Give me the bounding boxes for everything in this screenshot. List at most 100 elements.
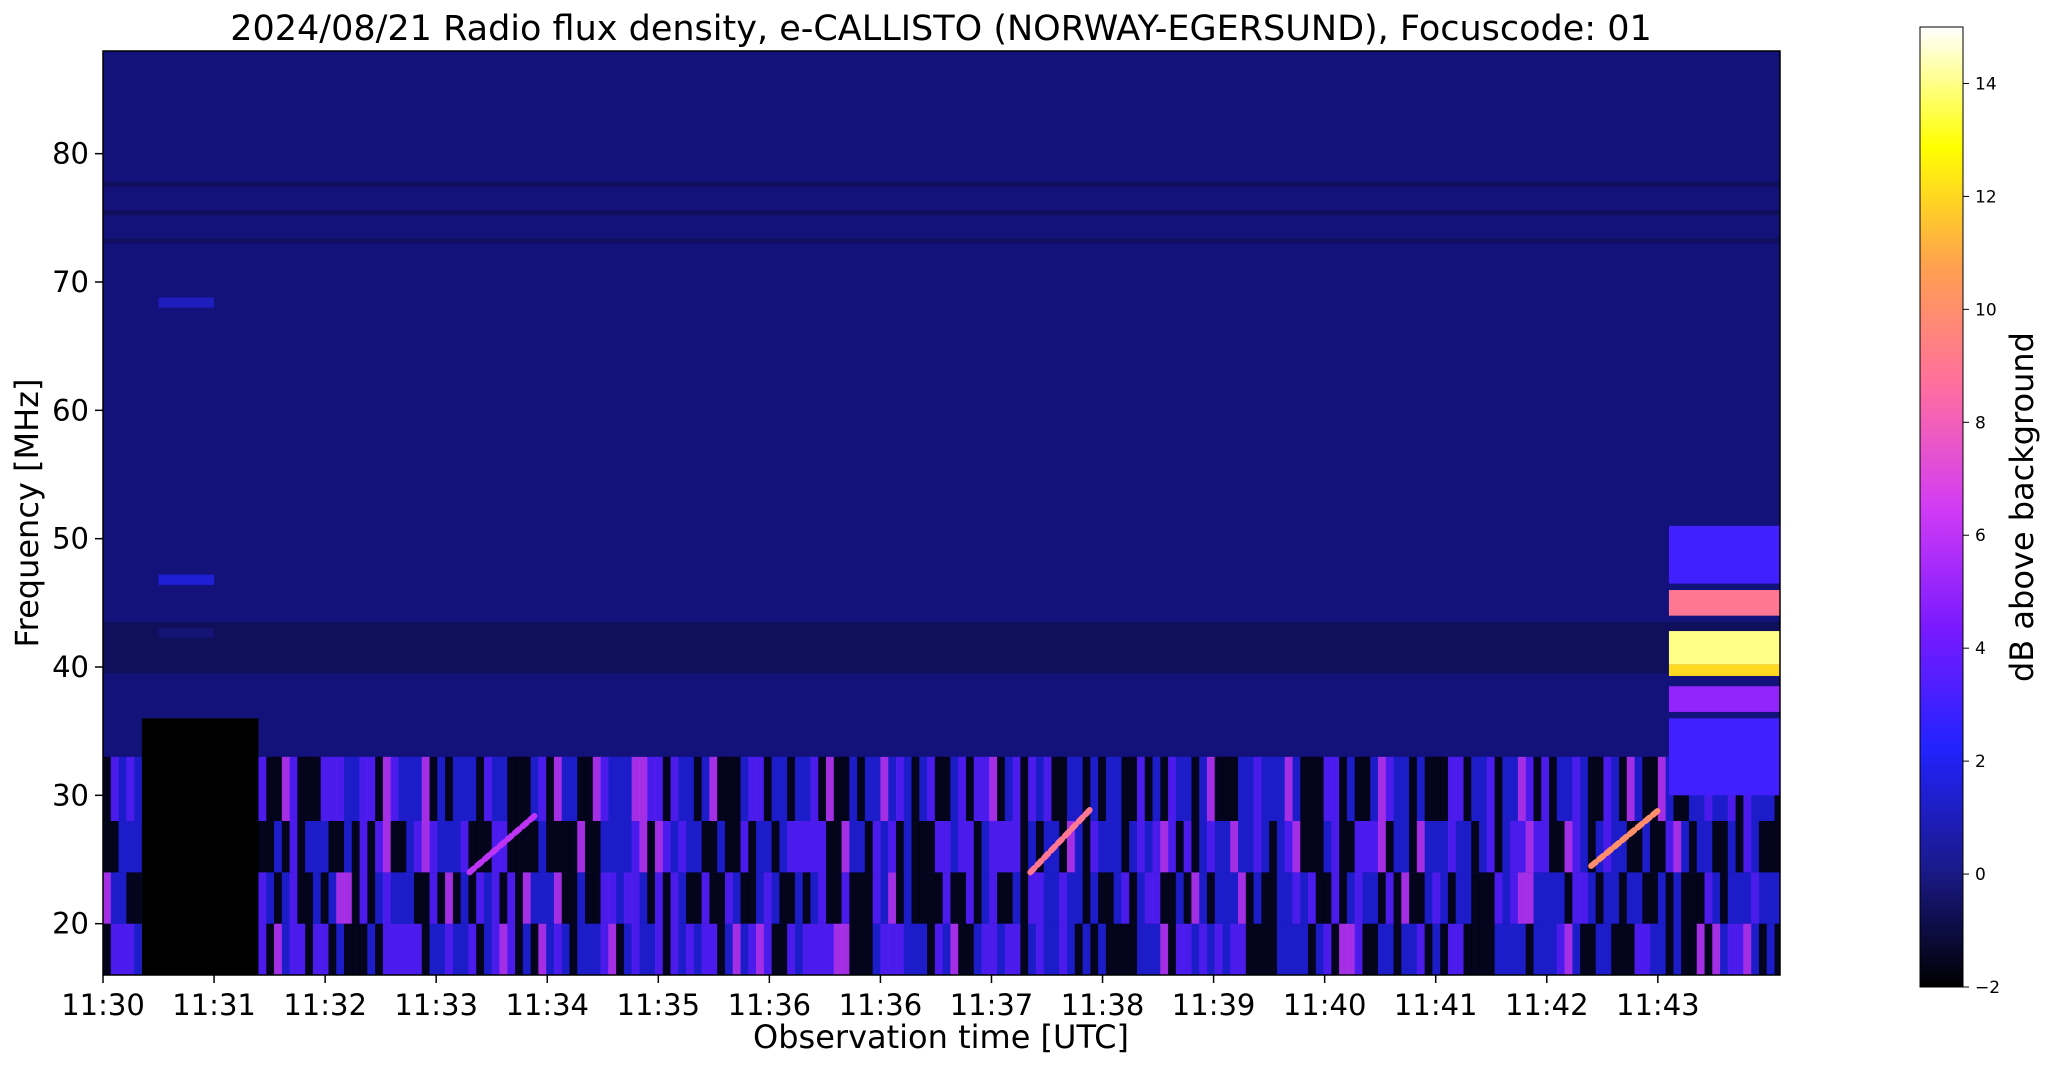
texture-cell (437, 821, 446, 873)
texture-cell (748, 821, 757, 873)
texture-cell (1331, 821, 1340, 873)
texture-cell (1199, 872, 1208, 924)
texture-cell (1214, 756, 1223, 821)
texture-cell (1339, 821, 1348, 873)
texture-cell (1105, 821, 1115, 873)
texture-cell (343, 872, 353, 924)
texture-cell (670, 923, 679, 975)
texture-cell (274, 756, 283, 821)
texture-cell (1595, 756, 1604, 821)
texture-cell (1572, 872, 1581, 924)
texture-cell (126, 756, 135, 821)
texture-cell (515, 756, 524, 821)
texture-cell (546, 756, 555, 821)
texture-cell (888, 821, 897, 873)
feature-horizontal-band (158, 297, 215, 308)
texture-cell (1556, 923, 1566, 975)
texture-cell (740, 923, 749, 975)
texture-cell (413, 756, 423, 821)
texture-cell (1292, 872, 1301, 924)
texture-cell (1051, 923, 1060, 975)
texture-cell (1269, 756, 1278, 821)
texture-cell (367, 923, 376, 975)
texture-cell (1385, 872, 1395, 924)
texture-cell (1455, 821, 1464, 873)
texture-cell (678, 821, 687, 873)
feature-broadband-burst (1668, 590, 1780, 616)
texture-cell (864, 923, 874, 975)
texture-cell (406, 821, 415, 873)
texture-cell (577, 756, 586, 821)
texture-cell (491, 756, 500, 821)
texture-cell (631, 821, 640, 873)
texture-cell (1113, 923, 1122, 975)
texture-cell (833, 756, 843, 821)
texture-cell (1370, 872, 1379, 924)
texture-cell (942, 923, 951, 975)
texture-cell (584, 923, 594, 975)
texture-cell (1059, 821, 1068, 873)
texture-cell (110, 923, 120, 975)
texture-cell (483, 821, 493, 873)
texture-stripe (103, 210, 1780, 216)
texture-cell (1183, 821, 1192, 873)
texture-cell (1300, 923, 1309, 975)
texture-cell (1222, 872, 1231, 924)
texture-cell (670, 756, 679, 821)
feature-broadband-burst (1668, 686, 1780, 712)
texture-cell (810, 756, 819, 821)
texture-cell (398, 756, 407, 821)
y-tick-label: 60 (52, 393, 89, 427)
texture-cell (1541, 872, 1550, 924)
texture-cell (888, 872, 897, 924)
texture-cell (126, 872, 135, 924)
texture-cell (1618, 872, 1628, 924)
texture-cell (1323, 756, 1332, 821)
texture-cell (460, 872, 469, 924)
texture-cell (787, 756, 796, 821)
texture-cell (997, 756, 1006, 821)
texture-cell (1611, 756, 1620, 821)
texture-cell (600, 872, 609, 924)
texture-cell (1634, 756, 1643, 821)
texture-cell (1517, 923, 1527, 975)
texture-cell (911, 923, 920, 975)
texture-cell (1416, 756, 1426, 821)
texture-cell (965, 923, 975, 975)
texture-cell (1720, 821, 1729, 873)
texture-cell (965, 872, 975, 924)
texture-cell (561, 923, 570, 975)
texture-cell (1059, 872, 1068, 924)
texture-cell (1751, 872, 1760, 924)
texture-cell (1292, 923, 1301, 975)
texture-cell (631, 872, 640, 924)
texture-cell (779, 923, 788, 975)
texture-cell (1261, 821, 1270, 873)
texture-cell (1339, 923, 1348, 975)
texture-cell (1774, 872, 1780, 924)
texture-cell (413, 923, 423, 975)
texture-cell (1618, 756, 1628, 821)
texture-cell (732, 756, 741, 821)
texture-cell (802, 821, 811, 873)
texture-cell (701, 821, 710, 873)
texture-cell (382, 872, 392, 924)
texture-cell (1370, 923, 1379, 975)
texture-cell (1362, 756, 1371, 821)
texture-cell (1339, 872, 1348, 924)
texture-cell (1556, 756, 1566, 821)
texture-cell (1012, 923, 1021, 975)
texture-cell (406, 756, 415, 821)
texture-cell (1486, 821, 1496, 873)
texture-cell (515, 872, 524, 924)
texture-cell (1199, 821, 1208, 873)
texture-cell (1136, 756, 1146, 821)
texture-cell (631, 923, 640, 975)
texture-cell (794, 821, 804, 873)
texture-cell (1261, 756, 1270, 821)
texture-cell (958, 923, 967, 975)
texture-cell (538, 821, 547, 873)
feature-broadband-burst (1668, 631, 1780, 665)
texture-cell (810, 923, 819, 975)
texture-cell (452, 756, 462, 821)
